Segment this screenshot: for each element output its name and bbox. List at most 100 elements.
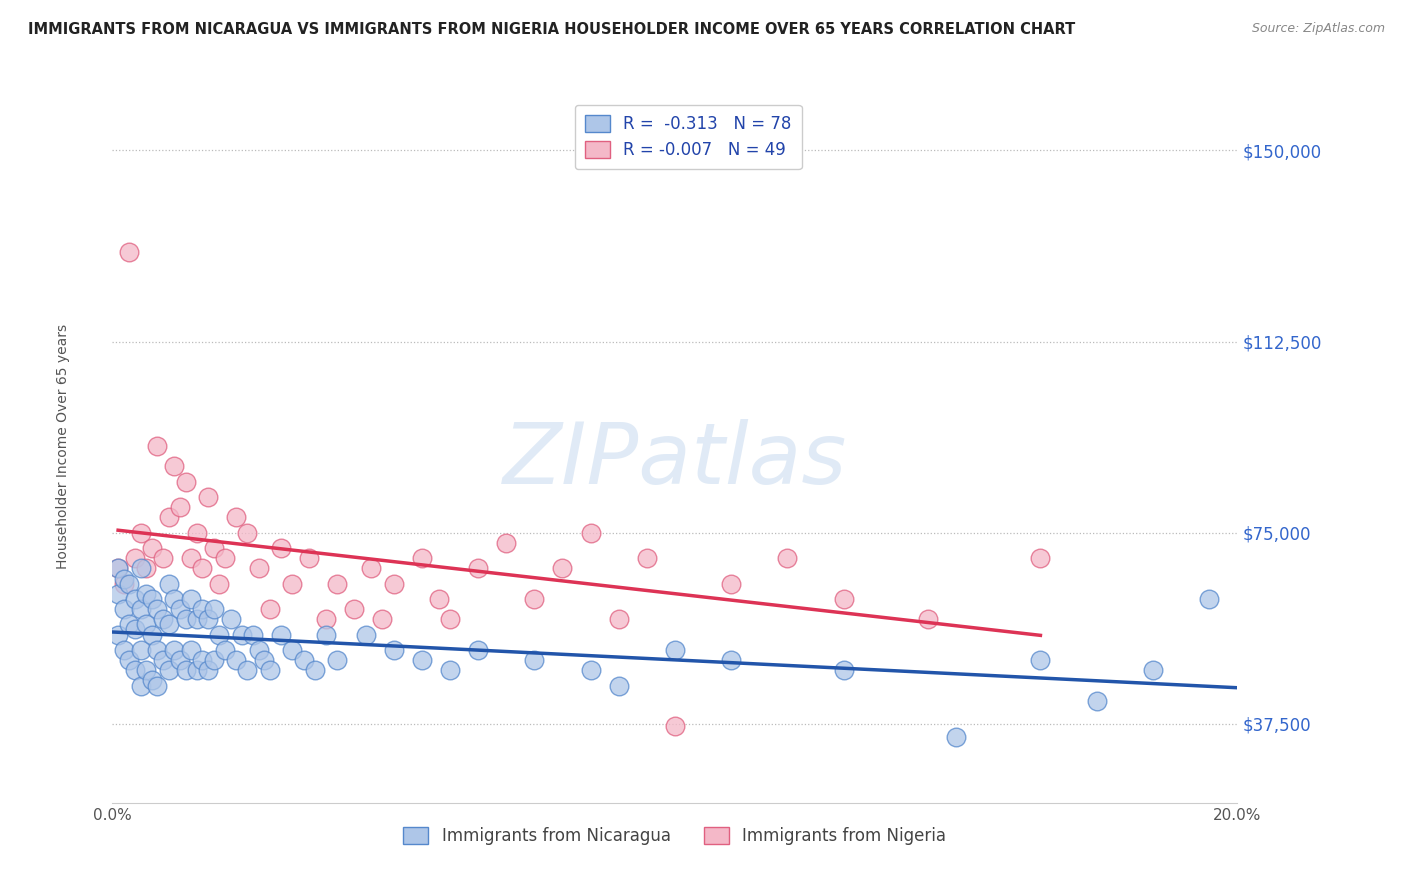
Point xyxy=(354,627,377,641)
Point xyxy=(180,643,202,657)
Point xyxy=(247,643,270,657)
Point xyxy=(720,653,742,667)
Point xyxy=(141,541,163,555)
Point xyxy=(281,576,304,591)
Point xyxy=(141,627,163,641)
Point xyxy=(157,510,180,524)
Point xyxy=(174,663,197,677)
Point xyxy=(411,551,433,566)
Point xyxy=(1029,653,1052,667)
Point xyxy=(427,591,450,606)
Point xyxy=(551,561,574,575)
Point xyxy=(1085,694,1108,708)
Point xyxy=(146,439,169,453)
Point xyxy=(129,561,152,575)
Point xyxy=(141,673,163,688)
Point xyxy=(157,576,180,591)
Point xyxy=(326,576,349,591)
Point xyxy=(236,663,259,677)
Point xyxy=(242,627,264,641)
Point xyxy=(664,719,686,733)
Point xyxy=(917,612,939,626)
Point xyxy=(523,591,546,606)
Point xyxy=(439,612,461,626)
Text: Householder Income Over 65 years: Householder Income Over 65 years xyxy=(56,324,70,568)
Point xyxy=(371,612,394,626)
Point xyxy=(118,653,141,667)
Text: ZIPatlas: ZIPatlas xyxy=(503,418,846,502)
Point xyxy=(523,653,546,667)
Point xyxy=(467,561,489,575)
Point xyxy=(186,612,208,626)
Point xyxy=(112,572,135,586)
Point xyxy=(112,602,135,616)
Point xyxy=(169,602,191,616)
Point xyxy=(326,653,349,667)
Point xyxy=(191,602,214,616)
Legend: Immigrants from Nicaragua, Immigrants from Nigeria: Immigrants from Nicaragua, Immigrants fr… xyxy=(396,820,953,852)
Point xyxy=(174,612,197,626)
Point xyxy=(186,525,208,540)
Point xyxy=(169,653,191,667)
Point xyxy=(129,679,152,693)
Point xyxy=(152,653,174,667)
Point xyxy=(1142,663,1164,677)
Point xyxy=(197,612,219,626)
Point xyxy=(236,525,259,540)
Point xyxy=(259,663,281,677)
Point xyxy=(141,591,163,606)
Point xyxy=(191,653,214,667)
Point xyxy=(107,561,129,575)
Point xyxy=(152,551,174,566)
Point xyxy=(118,617,141,632)
Text: IMMIGRANTS FROM NICARAGUA VS IMMIGRANTS FROM NIGERIA HOUSEHOLDER INCOME OVER 65 : IMMIGRANTS FROM NICARAGUA VS IMMIGRANTS … xyxy=(28,22,1076,37)
Point xyxy=(664,643,686,657)
Point xyxy=(304,663,326,677)
Point xyxy=(157,617,180,632)
Point xyxy=(214,551,236,566)
Point xyxy=(636,551,658,566)
Point xyxy=(202,541,225,555)
Point xyxy=(112,643,135,657)
Point xyxy=(107,561,129,575)
Point xyxy=(163,459,186,474)
Point xyxy=(298,551,321,566)
Point xyxy=(579,525,602,540)
Point xyxy=(832,663,855,677)
Point xyxy=(231,627,253,641)
Point xyxy=(945,730,967,744)
Point xyxy=(191,561,214,575)
Point xyxy=(135,663,157,677)
Point xyxy=(163,591,186,606)
Point xyxy=(129,602,152,616)
Point xyxy=(607,679,630,693)
Text: Source: ZipAtlas.com: Source: ZipAtlas.com xyxy=(1251,22,1385,36)
Point xyxy=(146,643,169,657)
Point xyxy=(1029,551,1052,566)
Point xyxy=(146,679,169,693)
Point xyxy=(225,510,247,524)
Point xyxy=(208,627,231,641)
Point xyxy=(180,591,202,606)
Point xyxy=(259,602,281,616)
Point xyxy=(439,663,461,677)
Point xyxy=(169,500,191,515)
Point xyxy=(129,525,152,540)
Point xyxy=(225,653,247,667)
Point xyxy=(315,612,337,626)
Point xyxy=(197,663,219,677)
Point xyxy=(186,663,208,677)
Point xyxy=(247,561,270,575)
Point xyxy=(146,602,169,616)
Point xyxy=(467,643,489,657)
Point xyxy=(253,653,276,667)
Point xyxy=(315,627,337,641)
Point xyxy=(382,576,405,591)
Point xyxy=(135,561,157,575)
Point xyxy=(411,653,433,667)
Point xyxy=(219,612,242,626)
Point xyxy=(382,643,405,657)
Point xyxy=(118,576,141,591)
Point xyxy=(129,643,152,657)
Point xyxy=(360,561,382,575)
